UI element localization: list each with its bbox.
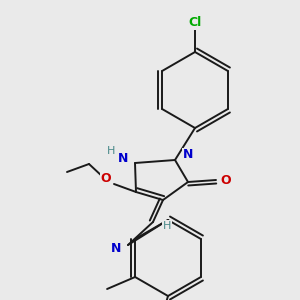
Text: H: H xyxy=(163,221,171,231)
Text: N: N xyxy=(111,242,121,254)
Text: N: N xyxy=(118,152,128,164)
Text: N: N xyxy=(183,148,193,161)
Text: O: O xyxy=(221,173,231,187)
Text: O: O xyxy=(101,172,111,185)
Text: H: H xyxy=(107,146,115,156)
Text: Cl: Cl xyxy=(188,16,202,28)
